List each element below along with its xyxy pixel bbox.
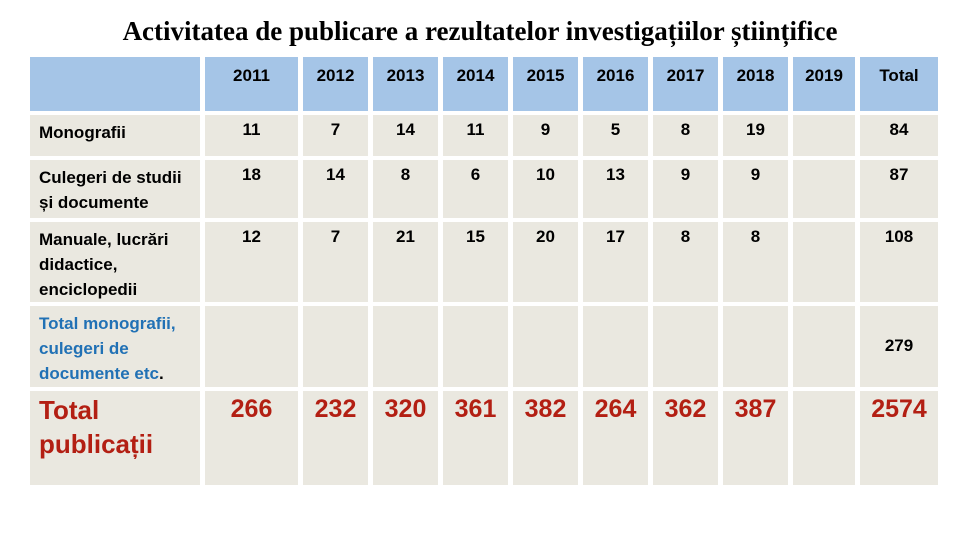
column-header-2016: 2016	[583, 56, 648, 111]
table-cell: 13	[583, 159, 648, 218]
table-cell: 9	[723, 159, 788, 218]
table-cell: 19	[723, 114, 788, 156]
table-cell: 7	[303, 114, 368, 156]
table-cell	[443, 305, 508, 387]
table-cell: 8	[373, 159, 438, 218]
table-row-total-monografii: Total monografii, culegeri de documente …	[30, 305, 938, 387]
table-cell: 18	[205, 159, 298, 218]
table-cell: 21	[373, 221, 438, 302]
row-total-culegeri: 87	[860, 159, 938, 218]
table-row-manuale: Manuale, lucrări didactice, enciclopedii…	[30, 221, 938, 302]
row-total-total-monografii: 279	[860, 305, 938, 387]
row-total-monografii: 84	[860, 114, 938, 156]
table-cell	[793, 114, 855, 156]
row-total-total-publicatii: 2574	[860, 390, 938, 485]
table-cell: 17	[583, 221, 648, 302]
table-cell	[793, 305, 855, 387]
table-row-monografii: Monografii 11 7 14 11 9 5 8 19 84	[30, 114, 938, 156]
row-label-total-publicatii: Total publicații	[30, 390, 200, 485]
table-cell: 5	[583, 114, 648, 156]
row-total-manuale: 108	[860, 221, 938, 302]
table-row-culegeri: Culegeri de studii și documente 18 14 8 …	[30, 159, 938, 218]
table-cell: 12	[205, 221, 298, 302]
table-cell	[653, 305, 718, 387]
table-cell	[583, 305, 648, 387]
column-header-2018: 2018	[723, 56, 788, 111]
table-cell: 14	[303, 159, 368, 218]
table-cell: 264	[583, 390, 648, 485]
row-label-manuale: Manuale, lucrări didactice, enciclopedii	[30, 221, 200, 302]
table-cell	[793, 390, 855, 485]
table-cell	[303, 305, 368, 387]
column-header-2013: 2013	[373, 56, 438, 111]
column-header-2012: 2012	[303, 56, 368, 111]
column-header-2014: 2014	[443, 56, 508, 111]
table-cell: 11	[205, 114, 298, 156]
table-cell: 9	[653, 159, 718, 218]
table-cell: 266	[205, 390, 298, 485]
table-cell	[205, 305, 298, 387]
table-cell: 14	[373, 114, 438, 156]
column-header-2017: 2017	[653, 56, 718, 111]
table-cell: 382	[513, 390, 578, 485]
row-label-culegeri: Culegeri de studii și documente	[30, 159, 200, 218]
table-cell: 387	[723, 390, 788, 485]
slide: Activitatea de publicare a rezultatelor …	[0, 15, 960, 540]
table-cell: 362	[653, 390, 718, 485]
table-cell	[793, 159, 855, 218]
table-cell	[513, 305, 578, 387]
table-cell: 20	[513, 221, 578, 302]
row-label-blue-text: Total monografii, culegeri de documente …	[39, 313, 176, 383]
row-label-period: .	[158, 363, 164, 383]
table-cell: 8	[653, 221, 718, 302]
table-cell	[373, 305, 438, 387]
column-header-2015: 2015	[513, 56, 578, 111]
table-cell: 320	[373, 390, 438, 485]
row-label-total-monografii: Total monografii, culegeri de documente …	[30, 305, 200, 387]
table-cell: 11	[443, 114, 508, 156]
table-row-total-publicatii: Total publicații 266 232 320 361 382 264…	[30, 390, 938, 485]
table-cell: 7	[303, 221, 368, 302]
table-cell	[793, 221, 855, 302]
table-cell: 8	[653, 114, 718, 156]
table-cell: 9	[513, 114, 578, 156]
column-header-empty	[30, 56, 200, 111]
column-header-total: Total	[860, 56, 938, 111]
table-cell: 8	[723, 221, 788, 302]
row-label-monografii: Monografii	[30, 114, 200, 156]
table-cell: 232	[303, 390, 368, 485]
column-header-2011: 2011	[205, 56, 298, 111]
publications-table: 2011 2012 2013 2014 2015 2016 2017 2018 …	[25, 53, 943, 489]
table-cell	[723, 305, 788, 387]
column-header-2019: 2019	[793, 56, 855, 111]
table-cell: 10	[513, 159, 578, 218]
table-header-row: 2011 2012 2013 2014 2015 2016 2017 2018 …	[30, 56, 938, 111]
table-cell: 361	[443, 390, 508, 485]
table-cell: 15	[443, 221, 508, 302]
table-cell: 6	[443, 159, 508, 218]
slide-title: Activitatea de publicare a rezultatelor …	[122, 16, 838, 46]
